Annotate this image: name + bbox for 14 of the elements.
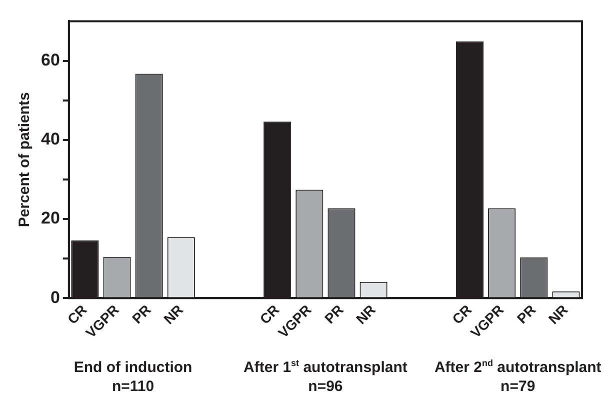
y-tick-label: 0 — [50, 288, 60, 307]
text: End of induction n=110 — [74, 359, 192, 395]
x-tick-label: PR — [128, 302, 154, 327]
y-tick-label: 20 — [40, 208, 60, 228]
x-tick-label: NR — [352, 302, 378, 328]
x-tick-label: PR — [514, 302, 539, 327]
y-tick-label: 40 — [40, 130, 60, 149]
y-tick-label: 60 — [40, 50, 60, 70]
x-tick-label: NR — [545, 302, 571, 328]
y-axis-title: Percent of patients — [16, 92, 34, 228]
x-tick-label: NR — [160, 302, 186, 328]
x-tick-label: CR — [64, 302, 90, 328]
x-tick-label: CR — [256, 302, 282, 328]
x-tick-label: PR — [321, 302, 346, 327]
